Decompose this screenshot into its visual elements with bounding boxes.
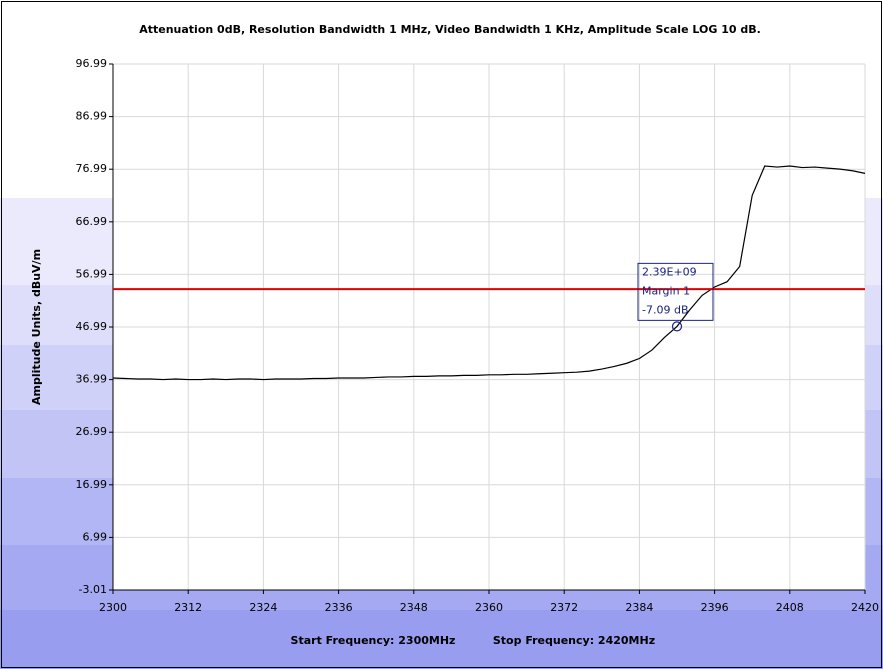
x-tick-label: 2384: [625, 601, 653, 614]
y-tick-label: 76.99: [76, 162, 108, 175]
x-axis-label: Start Frequency: 2300MHz: [291, 634, 456, 647]
marker-label: 2.39E+09: [642, 265, 697, 278]
y-tick-label: 46.99: [76, 320, 108, 333]
x-tick-label: 2360: [475, 601, 503, 614]
y-tick-label: 16.99: [76, 478, 108, 491]
x-tick-label: 2324: [249, 601, 277, 614]
y-tick-label: 36.99: [76, 373, 108, 386]
y-tick-label: 66.99: [76, 215, 108, 228]
marker-box: [637, 262, 714, 321]
x-tick-label: 2312: [174, 601, 202, 614]
x-tick-label: 2300: [99, 601, 127, 614]
y-tick-label: -3.01: [79, 583, 107, 596]
marker-label: Margin 1: [642, 284, 690, 297]
x-tick-label: 2372: [550, 601, 578, 614]
trace: [112, 165, 866, 381]
y-tick-label: 6.99: [83, 530, 108, 543]
y-tick-label: 96.99: [76, 57, 108, 70]
x-tick-label: 2336: [325, 601, 353, 614]
x-axis-label: Stop Frequency: 2420MHz: [493, 634, 655, 647]
x-tick-label: 2420: [851, 601, 879, 614]
y-tick-label: 86.99: [76, 110, 108, 123]
y-tick-label: 26.99: [76, 425, 108, 438]
marker: [671, 321, 683, 332]
chart-title: Attenuation 0dB, Resolution Bandwidth 1 …: [139, 23, 761, 36]
y-tick-label: 56.99: [76, 267, 108, 280]
x-tick-label: 2408: [776, 601, 804, 614]
x-tick-label: 2396: [701, 601, 729, 614]
y-axis-label: Amplitude Units, dBuV/m: [30, 249, 43, 405]
x-tick-label: 2348: [400, 601, 428, 614]
marker-label: -7.09 dB: [642, 303, 689, 316]
